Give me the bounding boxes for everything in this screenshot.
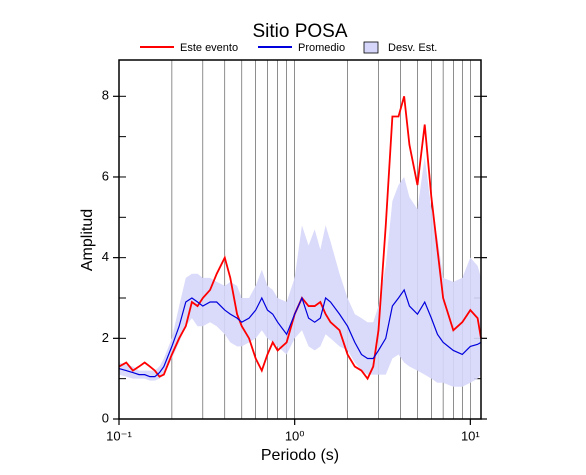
- x-tick-label: 10⁰: [285, 428, 305, 443]
- legend-label: Este evento: [180, 42, 238, 54]
- plot-frame: [118, 59, 482, 420]
- x-tick-label: 10¹: [461, 428, 480, 443]
- legend-label: Promedio: [298, 42, 345, 54]
- y-tick-label: 4: [102, 249, 109, 264]
- legend-label: Desv. Est.: [388, 42, 437, 54]
- y-tick-label: 8: [102, 88, 109, 103]
- x-tick-label: 10⁻¹: [106, 428, 132, 443]
- legend-swatch: [363, 41, 379, 54]
- y-tick-label: 2: [102, 330, 109, 345]
- y-axis-label: Amplitud: [79, 209, 96, 271]
- series-line: [118, 288, 482, 378]
- chart-title: Sitio POSA: [252, 21, 347, 42]
- y-tick-label: 6: [102, 168, 109, 183]
- y-tick-label: 0: [102, 410, 109, 425]
- std-band: [119, 156, 481, 387]
- x-axis-label: Periodo (s): [261, 447, 339, 464]
